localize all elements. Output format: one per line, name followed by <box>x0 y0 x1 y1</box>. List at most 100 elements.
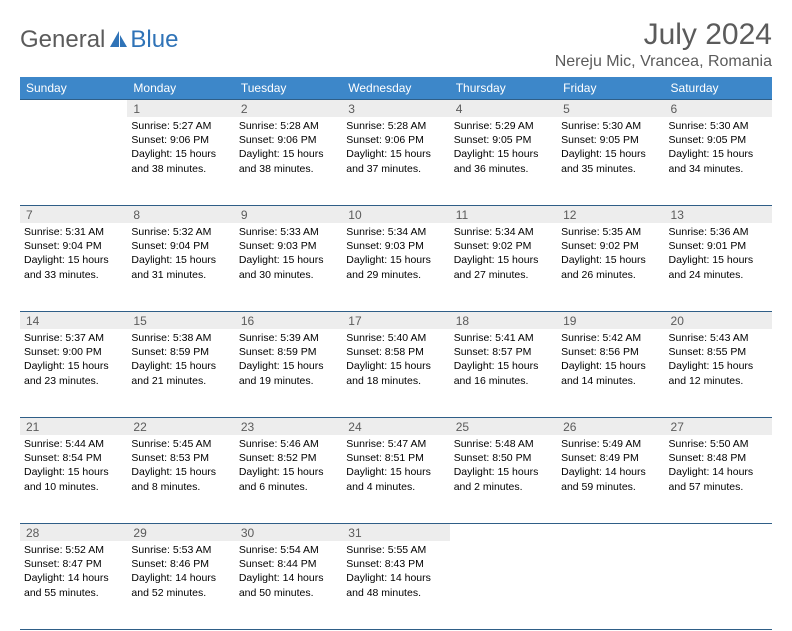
day-cell: Sunrise: 5:53 AMSunset: 8:46 PMDaylight:… <box>127 541 234 629</box>
day-number: 24 <box>342 417 449 435</box>
day-cell <box>20 117 127 205</box>
sunrise-line: Sunrise: 5:34 AM <box>454 225 553 239</box>
day-number <box>665 523 772 541</box>
sunrise-line: Sunrise: 5:55 AM <box>346 543 445 557</box>
day-number: 22 <box>127 417 234 435</box>
sunrise-line: Sunrise: 5:50 AM <box>669 437 768 451</box>
day-cell: Sunrise: 5:36 AMSunset: 9:01 PMDaylight:… <box>665 223 772 311</box>
daylight-line: Daylight: 15 hours and 30 minutes. <box>239 253 338 281</box>
day-cell: Sunrise: 5:39 AMSunset: 8:59 PMDaylight:… <box>235 329 342 417</box>
brand-logo: General Blue <box>20 18 178 54</box>
day-cell: Sunrise: 5:34 AMSunset: 9:03 PMDaylight:… <box>342 223 449 311</box>
sunrise-line: Sunrise: 5:39 AM <box>239 331 338 345</box>
day-number: 25 <box>450 417 557 435</box>
weekday-tue: Tuesday <box>235 77 342 99</box>
day-details: Sunrise: 5:41 AMSunset: 8:57 PMDaylight:… <box>450 329 557 392</box>
daylight-line: Daylight: 15 hours and 18 minutes. <box>346 359 445 387</box>
sunrise-line: Sunrise: 5:32 AM <box>131 225 230 239</box>
calendar-page: General Blue July 2024 Nereju Mic, Vranc… <box>0 0 792 612</box>
week-content-row: Sunrise: 5:27 AMSunset: 9:06 PMDaylight:… <box>20 117 772 205</box>
sunrise-line: Sunrise: 5:45 AM <box>131 437 230 451</box>
weekday-sun: Sunday <box>20 77 127 99</box>
sunset-line: Sunset: 9:06 PM <box>346 133 445 147</box>
sunset-line: Sunset: 9:04 PM <box>131 239 230 253</box>
day-details: Sunrise: 5:55 AMSunset: 8:43 PMDaylight:… <box>342 541 449 604</box>
day-details: Sunrise: 5:28 AMSunset: 9:06 PMDaylight:… <box>342 117 449 180</box>
sunrise-line: Sunrise: 5:46 AM <box>239 437 338 451</box>
day-cell: Sunrise: 5:34 AMSunset: 9:02 PMDaylight:… <box>450 223 557 311</box>
sunset-line: Sunset: 9:01 PM <box>669 239 768 253</box>
sunset-line: Sunset: 8:59 PM <box>131 345 230 359</box>
week-content-row: Sunrise: 5:31 AMSunset: 9:04 PMDaylight:… <box>20 223 772 311</box>
calendar-body: 123456Sunrise: 5:27 AMSunset: 9:06 PMDay… <box>20 99 772 631</box>
day-number <box>557 523 664 541</box>
sunset-line: Sunset: 9:05 PM <box>454 133 553 147</box>
day-details: Sunrise: 5:35 AMSunset: 9:02 PMDaylight:… <box>557 223 664 286</box>
sunrise-line: Sunrise: 5:30 AM <box>669 119 768 133</box>
daylight-line: Daylight: 15 hours and 26 minutes. <box>561 253 660 281</box>
day-number: 31 <box>342 523 449 541</box>
week-daynum-row: 123456 <box>20 99 772 117</box>
sunset-line: Sunset: 8:48 PM <box>669 451 768 465</box>
daylight-line: Daylight: 14 hours and 59 minutes. <box>561 465 660 493</box>
day-details: Sunrise: 5:38 AMSunset: 8:59 PMDaylight:… <box>127 329 234 392</box>
day-details: Sunrise: 5:52 AMSunset: 8:47 PMDaylight:… <box>20 541 127 604</box>
title-block: July 2024 Nereju Mic, Vrancea, Romania <box>555 18 772 71</box>
week-content-row: Sunrise: 5:44 AMSunset: 8:54 PMDaylight:… <box>20 435 772 523</box>
day-number: 2 <box>235 99 342 117</box>
daylight-line: Daylight: 15 hours and 33 minutes. <box>24 253 123 281</box>
location-text: Nereju Mic, Vrancea, Romania <box>555 53 772 71</box>
sunrise-line: Sunrise: 5:54 AM <box>239 543 338 557</box>
day-number: 27 <box>665 417 772 435</box>
day-cell: Sunrise: 5:45 AMSunset: 8:53 PMDaylight:… <box>127 435 234 523</box>
day-number: 6 <box>665 99 772 117</box>
daylight-line: Daylight: 15 hours and 31 minutes. <box>131 253 230 281</box>
daylight-line: Daylight: 15 hours and 12 minutes. <box>669 359 768 387</box>
day-details: Sunrise: 5:49 AMSunset: 8:49 PMDaylight:… <box>557 435 664 498</box>
day-cell: Sunrise: 5:30 AMSunset: 9:05 PMDaylight:… <box>557 117 664 205</box>
day-details: Sunrise: 5:31 AMSunset: 9:04 PMDaylight:… <box>20 223 127 286</box>
sunset-line: Sunset: 9:05 PM <box>561 133 660 147</box>
day-details: Sunrise: 5:45 AMSunset: 8:53 PMDaylight:… <box>127 435 234 498</box>
header: General Blue July 2024 Nereju Mic, Vranc… <box>20 18 772 71</box>
week-daynum-row: 28293031 <box>20 523 772 541</box>
day-cell: Sunrise: 5:27 AMSunset: 9:06 PMDaylight:… <box>127 117 234 205</box>
sunrise-line: Sunrise: 5:28 AM <box>346 119 445 133</box>
day-details: Sunrise: 5:48 AMSunset: 8:50 PMDaylight:… <box>450 435 557 498</box>
day-details: Sunrise: 5:36 AMSunset: 9:01 PMDaylight:… <box>665 223 772 286</box>
day-cell: Sunrise: 5:29 AMSunset: 9:05 PMDaylight:… <box>450 117 557 205</box>
sunset-line: Sunset: 8:51 PM <box>346 451 445 465</box>
day-cell: Sunrise: 5:55 AMSunset: 8:43 PMDaylight:… <box>342 541 449 629</box>
daylight-line: Daylight: 15 hours and 36 minutes. <box>454 147 553 175</box>
sunrise-line: Sunrise: 5:28 AM <box>239 119 338 133</box>
day-cell <box>450 541 557 629</box>
day-number: 28 <box>20 523 127 541</box>
daylight-line: Daylight: 15 hours and 4 minutes. <box>346 465 445 493</box>
day-details: Sunrise: 5:37 AMSunset: 9:00 PMDaylight:… <box>20 329 127 392</box>
daylight-line: Daylight: 15 hours and 21 minutes. <box>131 359 230 387</box>
sunrise-line: Sunrise: 5:43 AM <box>669 331 768 345</box>
sunrise-line: Sunrise: 5:35 AM <box>561 225 660 239</box>
day-details: Sunrise: 5:46 AMSunset: 8:52 PMDaylight:… <box>235 435 342 498</box>
sunset-line: Sunset: 8:54 PM <box>24 451 123 465</box>
day-cell: Sunrise: 5:43 AMSunset: 8:55 PMDaylight:… <box>665 329 772 417</box>
day-details: Sunrise: 5:39 AMSunset: 8:59 PMDaylight:… <box>235 329 342 392</box>
day-number: 29 <box>127 523 234 541</box>
sunrise-line: Sunrise: 5:37 AM <box>24 331 123 345</box>
sunset-line: Sunset: 8:46 PM <box>131 557 230 571</box>
day-cell <box>557 541 664 629</box>
day-cell: Sunrise: 5:46 AMSunset: 8:52 PMDaylight:… <box>235 435 342 523</box>
day-number: 15 <box>127 311 234 329</box>
sunrise-line: Sunrise: 5:30 AM <box>561 119 660 133</box>
week-content-row: Sunrise: 5:37 AMSunset: 9:00 PMDaylight:… <box>20 329 772 417</box>
day-cell: Sunrise: 5:28 AMSunset: 9:06 PMDaylight:… <box>342 117 449 205</box>
daylight-line: Daylight: 14 hours and 55 minutes. <box>24 571 123 599</box>
sunset-line: Sunset: 8:44 PM <box>239 557 338 571</box>
day-cell <box>665 541 772 629</box>
sunset-line: Sunset: 8:58 PM <box>346 345 445 359</box>
weekday-header-row: Sunday Monday Tuesday Wednesday Thursday… <box>20 77 772 99</box>
calendar-table: Sunday Monday Tuesday Wednesday Thursday… <box>20 77 772 631</box>
day-number: 3 <box>342 99 449 117</box>
day-number: 7 <box>20 205 127 223</box>
sunrise-line: Sunrise: 5:42 AM <box>561 331 660 345</box>
